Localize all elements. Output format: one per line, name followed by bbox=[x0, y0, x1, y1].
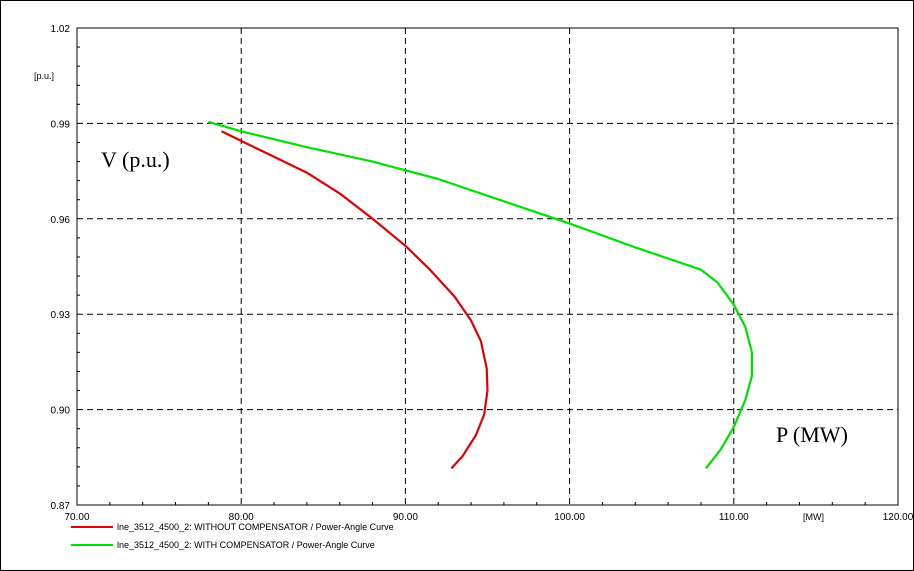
y-tick-label: 0.90 bbox=[51, 406, 71, 417]
axis-layer: 70.00 80.00 90.00 100.00 110.00 120.00 0.87 0.9… bbox=[51, 24, 913, 523]
x-tick-label: 80.00 bbox=[229, 512, 254, 523]
series-layer bbox=[208, 120, 753, 470]
x-tick-label: 120.00 bbox=[883, 512, 913, 523]
x-tick-label: 90.00 bbox=[393, 512, 418, 523]
x-axis-unit: [MW] bbox=[803, 512, 824, 522]
y-tick-label: 0.99 bbox=[51, 119, 71, 130]
y-tick-label: 0.96 bbox=[51, 215, 71, 226]
plot-border bbox=[76, 27, 899, 506]
y-tick-label: 1.02 bbox=[51, 24, 71, 35]
grid-layer bbox=[77, 28, 898, 505]
annotation-voltage-label: V (p.u.) bbox=[101, 147, 170, 172]
legend-label-with-compensator: lne_3512_4500_2: WITH COMPENSATOR / Powe… bbox=[117, 540, 375, 550]
legend: lne_3512_4500_2: WITHOUT COMPENSATOR / P… bbox=[71, 522, 394, 550]
y-tick-label: 0.87 bbox=[51, 501, 71, 512]
annotation-power-label: P (MW) bbox=[776, 422, 848, 447]
x-tick-label: 110.00 bbox=[719, 512, 749, 523]
series-line-without-compensator bbox=[221, 130, 489, 470]
series-line-with-compensator bbox=[208, 120, 753, 470]
y-axis-unit: [p.u.] bbox=[34, 71, 54, 81]
y-tick-label: 0.93 bbox=[51, 310, 71, 321]
x-tick-label: 70.00 bbox=[64, 512, 89, 523]
x-tick-label: 100.00 bbox=[554, 512, 585, 523]
legend-label-without-compensator: lne_3512_4500_2: WITHOUT COMPENSATOR / P… bbox=[117, 522, 394, 532]
